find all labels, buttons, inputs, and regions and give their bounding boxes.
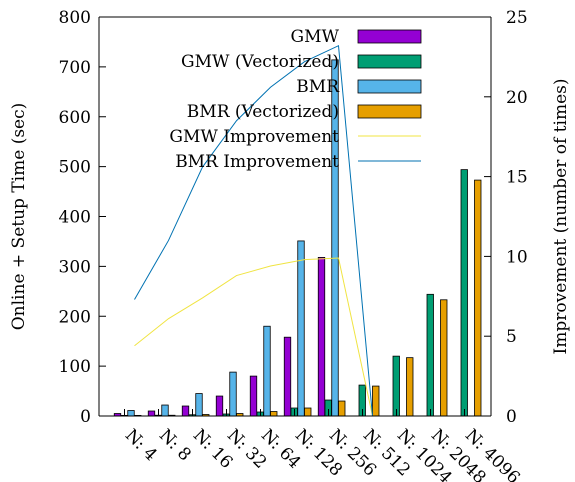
y-tick-label-500: 500	[59, 158, 91, 178]
bar-bmr-vectorized--7	[372, 385, 380, 417]
legend-swatch-0	[357, 29, 422, 44]
line-gmw-improvement	[134, 257, 373, 417]
legend-label-4: GMW Improvement	[169, 127, 339, 147]
y-axis-title: Online + Setup Time (sec)	[9, 103, 29, 331]
legend-label-1: GMW (Vectorized)	[181, 52, 339, 72]
y-tick-label-200: 200	[59, 307, 91, 327]
legend-swatch-1	[357, 54, 422, 69]
bar-bmr-vectorized--5	[304, 407, 312, 417]
bar-bmr-1	[161, 404, 169, 417]
bar-gmw-vectorized--9	[426, 293, 434, 417]
legend-label-3: BMR (Vectorized)	[187, 102, 339, 122]
bar-bmr-vectorized--10	[474, 179, 482, 417]
legend-label-2: BMR	[296, 77, 340, 97]
bar-gmw-5	[283, 336, 292, 417]
bar-bmr-4	[263, 325, 271, 417]
y2-tick-label-20: 20	[506, 88, 528, 108]
bar-gmw-3	[215, 395, 224, 417]
y-tick-label-700: 700	[59, 58, 91, 78]
bar-bmr-2	[195, 393, 203, 417]
y-tick-label-100: 100	[59, 357, 91, 377]
legend-swatch-3	[357, 104, 422, 119]
legend-swatch-2	[357, 79, 422, 94]
bar-gmw-1	[147, 410, 156, 417]
bar-bmr-vectorized--9	[440, 299, 448, 417]
y2-tick-label-0: 0	[506, 407, 517, 427]
bar-bmr-vectorized--6	[338, 400, 346, 417]
bar-bmr-vectorized--4	[270, 411, 278, 417]
bar-gmw-4	[249, 375, 258, 417]
x-tick-label-1: N: 8	[155, 425, 195, 465]
x-tick-label-0: N: 4	[121, 425, 161, 465]
legend-label-5: BMR Improvement	[175, 152, 339, 172]
bar-bmr-vectorized--8	[406, 357, 414, 417]
y-tick-label-400: 400	[59, 208, 91, 228]
y2-tick-label-25: 25	[506, 8, 528, 28]
bar-bmr-5	[297, 240, 305, 417]
legend-label-0: GMW	[291, 27, 340, 47]
bar-gmw-6	[317, 256, 326, 417]
y2-tick-label-15: 15	[506, 168, 528, 188]
bar-gmw-vectorized--8	[392, 355, 400, 417]
y2-tick-label-5: 5	[506, 327, 517, 347]
y-tick-label-300: 300	[59, 257, 91, 277]
bar-bmr-3	[229, 371, 237, 417]
y-tick-label-0: 0	[80, 407, 91, 427]
bar-gmw-vectorized--10	[460, 169, 468, 417]
y-tick-label-800: 800	[59, 8, 91, 28]
y2-axis-title: Improvement (number of times)	[551, 79, 571, 355]
y2-tick-label-10: 10	[506, 247, 528, 267]
bar-gmw-2	[181, 405, 190, 417]
bar-bmr-0	[127, 410, 135, 417]
y-tick-label-600: 600	[59, 108, 91, 128]
line-bmr-improvement	[134, 44, 373, 417]
